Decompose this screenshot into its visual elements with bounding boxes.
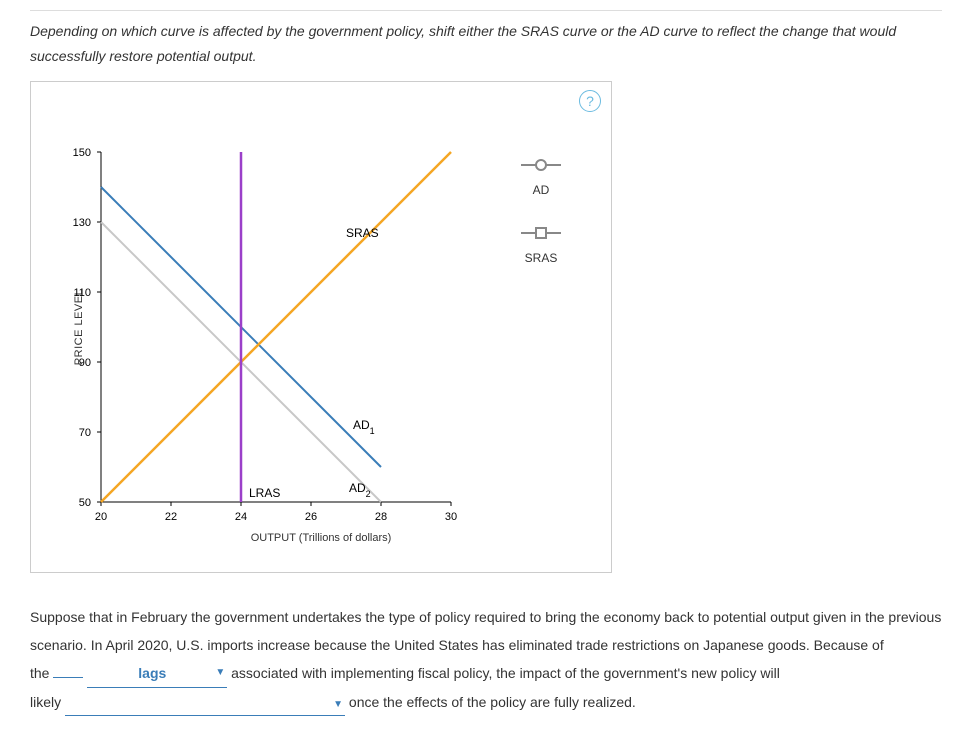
dropdown-lags[interactable]: lags ▼ (87, 659, 227, 688)
svg-text:90: 90 (79, 357, 91, 369)
legend: AD SRAS (486, 157, 596, 293)
blank-1 (53, 677, 83, 678)
curve-sras[interactable] (101, 152, 451, 502)
svg-text:20: 20 (95, 511, 107, 523)
para-text-1a: Suppose that in February the government … (30, 609, 941, 653)
svg-text:28: 28 (375, 511, 387, 523)
label-ad1: AD1 (353, 418, 375, 436)
chart-panel: ? PRICE LEVEL 50 70 90 110 130 (30, 81, 612, 573)
y-axis-title: PRICE LEVEL (73, 289, 85, 365)
legend-item-ad[interactable]: AD (486, 157, 596, 197)
caret-down-icon: ▼ (333, 695, 343, 715)
svg-text:50: 50 (79, 497, 91, 509)
x-axis-title: OUTPUT (Trillions of dollars) (251, 532, 392, 544)
label-sras: SRAS (346, 226, 379, 240)
svg-text:30: 30 (445, 511, 457, 523)
instruction-text: Depending on which curve is affected by … (30, 19, 942, 69)
question-paragraph: Suppose that in February the government … (30, 603, 942, 716)
svg-text:150: 150 (73, 147, 91, 159)
chart-svg: 50 70 90 110 130 150 20 2 (101, 152, 451, 502)
help-button[interactable]: ? (579, 90, 601, 112)
svg-text:130: 130 (73, 217, 91, 229)
svg-text:110: 110 (73, 287, 91, 299)
label-lras: LRAS (249, 486, 280, 500)
legend-label-sras: SRAS (525, 251, 558, 265)
dropdown-effect[interactable]: ▼ (65, 695, 345, 716)
caret-down-icon: ▼ (215, 663, 225, 683)
x-ticks: 20 22 24 26 28 30 (95, 502, 457, 523)
svg-text:24: 24 (235, 511, 247, 523)
legend-label-ad: AD (533, 183, 550, 197)
svg-text:26: 26 (305, 511, 317, 523)
legend-item-sras[interactable]: SRAS (486, 225, 596, 265)
plot-area[interactable]: 50 70 90 110 130 150 20 2 (101, 152, 451, 502)
svg-text:70: 70 (79, 427, 91, 439)
para-text-1b: the (30, 665, 49, 681)
para-text-2b: once the effects of the policy are fully… (349, 694, 636, 710)
para-text-1c: associated with implementing fiscal poli… (231, 665, 780, 681)
legend-swatch-ad (519, 157, 563, 173)
top-rule (30, 10, 942, 11)
page-root: Depending on which curve is affected by … (0, 0, 972, 746)
label-ad2: AD2 (349, 481, 371, 499)
legend-swatch-sras (519, 225, 563, 241)
svg-text:22: 22 (165, 511, 177, 523)
dropdown-lags-value: lags (89, 659, 215, 687)
para-text-2a: likely (30, 694, 61, 710)
